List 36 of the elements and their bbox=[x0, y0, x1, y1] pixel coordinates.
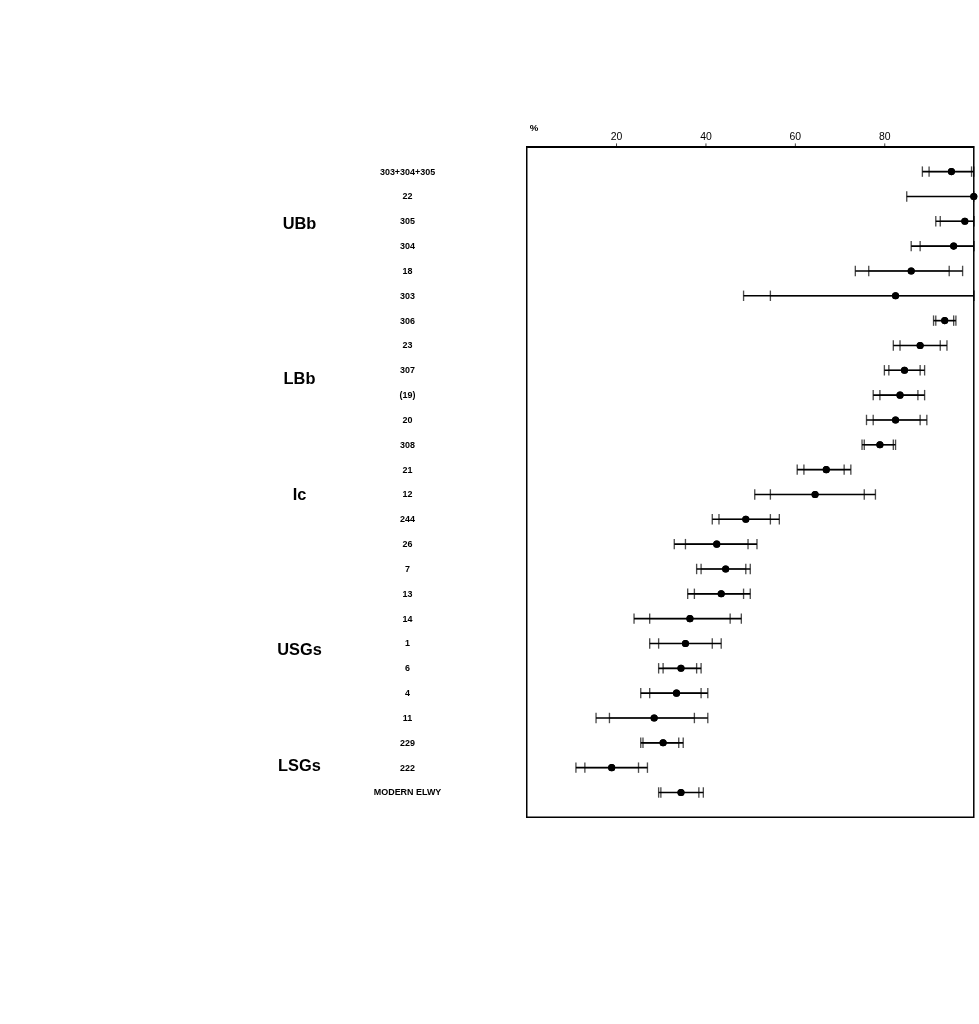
y-tick-label: 11 bbox=[402, 712, 413, 723]
text: LBb bbox=[283, 369, 316, 388]
y-tick-label: 4 bbox=[405, 688, 411, 699]
y-tick-label: 306 bbox=[400, 315, 416, 326]
y-tick-label: MODERN ELWY bbox=[373, 787, 442, 798]
text: LSGs bbox=[278, 755, 321, 774]
y-tick-label: 303 bbox=[400, 290, 416, 301]
y-tick-label: 14 bbox=[402, 613, 413, 624]
y-tick-label: 20 bbox=[402, 414, 413, 425]
y-tick-label: 23 bbox=[402, 340, 413, 351]
y-tick-label: 222 bbox=[400, 762, 416, 773]
text: Ic bbox=[292, 485, 307, 504]
text: USGs bbox=[277, 639, 322, 658]
y-tick-label: 13 bbox=[402, 588, 413, 599]
x-tick-label: 20 bbox=[610, 130, 623, 142]
y-tick-label: (19) bbox=[399, 390, 416, 401]
x-tick-label: 60 bbox=[789, 130, 802, 142]
x-tick-label: 80 bbox=[878, 130, 891, 142]
x-tick-label: 40 bbox=[700, 130, 712, 142]
y-tick-label: 244 bbox=[400, 514, 416, 525]
x-axis-title: % bbox=[529, 122, 539, 134]
y-tick-label: 12 bbox=[402, 489, 413, 500]
y-tick-label: 7 bbox=[405, 563, 411, 574]
y-tick-label: 18 bbox=[402, 265, 413, 276]
y-tick-label: 26 bbox=[402, 539, 413, 550]
y-tick-label: 6 bbox=[405, 663, 411, 674]
y-tick-label: 308 bbox=[400, 439, 416, 450]
y-tick-label: 22 bbox=[402, 191, 413, 202]
y-tick-label: 307 bbox=[400, 365, 416, 376]
y-tick-label: 304 bbox=[400, 241, 416, 252]
y-tick-label: 305 bbox=[400, 216, 416, 227]
y-tick-label: 303+304+305 bbox=[379, 166, 436, 177]
text: UBb bbox=[282, 214, 317, 233]
y-tick-label: 1 bbox=[405, 638, 411, 649]
y-tick-label: 21 bbox=[402, 464, 413, 475]
y-tick-label: 229 bbox=[400, 737, 416, 748]
